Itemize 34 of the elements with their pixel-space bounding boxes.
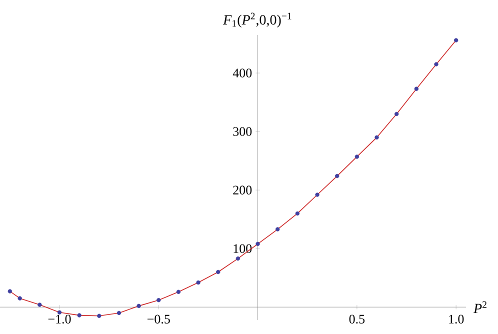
x-axis-title: P$^{2}$ — [473, 301, 486, 314]
point — [394, 112, 399, 116]
point — [374, 135, 379, 140]
x-tick-label: 1.0 — [449, 314, 464, 324]
point — [434, 62, 438, 66]
y-tick-label: 300 — [233, 127, 252, 136]
point — [236, 256, 240, 261]
point — [176, 290, 181, 294]
point — [335, 174, 340, 178]
point — [116, 310, 122, 316]
point — [196, 280, 200, 285]
point — [256, 242, 260, 246]
point — [18, 296, 22, 300]
point — [136, 304, 141, 308]
x-tick-label: −1.0 — [48, 314, 71, 324]
point — [354, 154, 360, 159]
point — [454, 38, 458, 42]
point — [216, 270, 220, 274]
point — [8, 289, 12, 294]
point — [414, 86, 419, 91]
point — [156, 298, 161, 302]
y-tick-label: 200 — [233, 186, 252, 194]
point — [295, 211, 300, 216]
x-tick-label: −0.5 — [147, 314, 170, 324]
x-tick-label: 0.5 — [349, 314, 365, 324]
point — [315, 192, 320, 197]
point — [276, 227, 280, 232]
y-axis-title: F$_{1}$(P$^{2}$,0,0)$^{−1}$ — [222, 12, 292, 28]
y-tick-label: 400 — [232, 68, 252, 78]
point — [77, 313, 82, 318]
point — [57, 310, 62, 314]
point — [97, 314, 102, 318]
y-tick-label: 100 — [234, 244, 252, 253]
point — [38, 302, 42, 307]
